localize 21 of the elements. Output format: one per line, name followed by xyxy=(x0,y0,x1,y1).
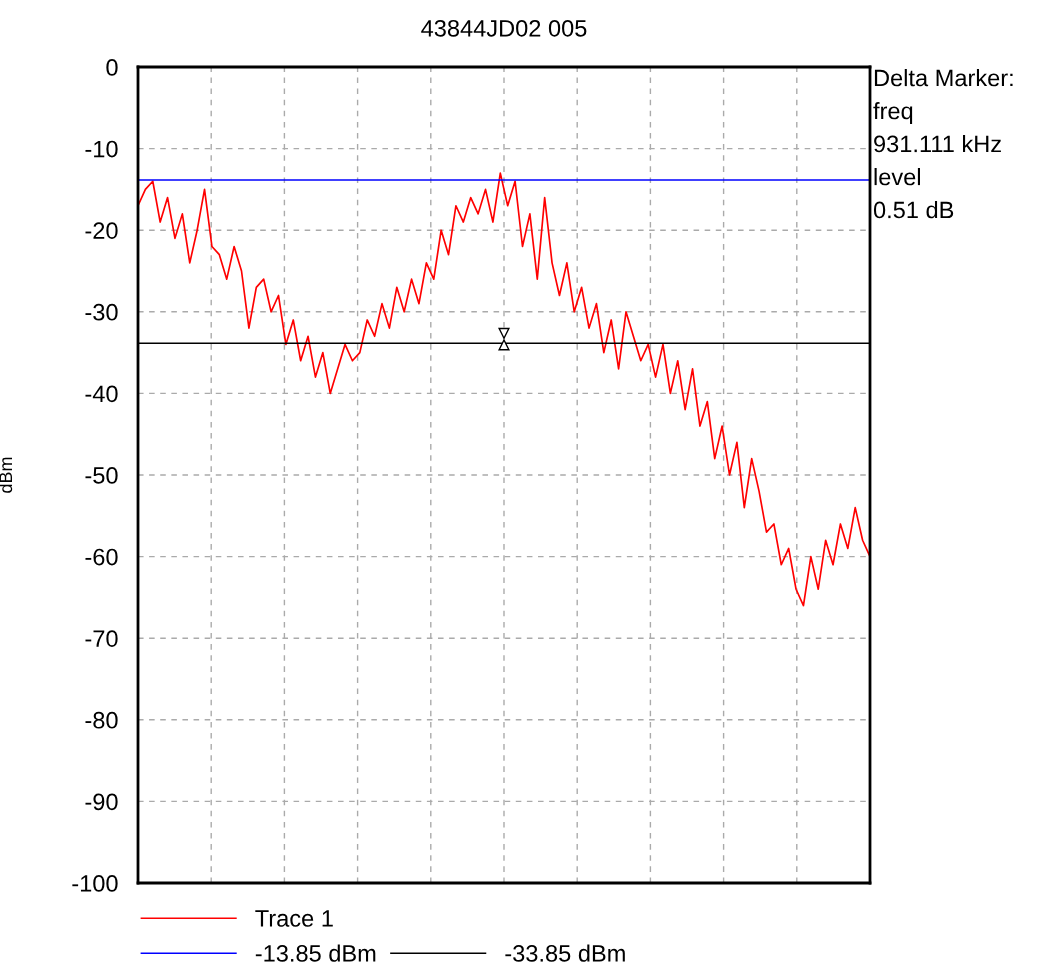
y-tick-label: -40 xyxy=(85,385,118,403)
chart-title: 43844JD02 005 xyxy=(421,19,587,37)
y-tick-label: -70 xyxy=(85,630,118,647)
legend-label: Trace 1 xyxy=(255,910,333,927)
y-tick-label: -60 xyxy=(85,548,118,566)
y-tick-label: -10 xyxy=(85,140,118,158)
text: 931.111 kHz xyxy=(874,135,1001,153)
text: level xyxy=(874,168,920,186)
legend-label: -33.85 dBm xyxy=(505,944,625,962)
text: Delta Marker: xyxy=(874,69,1013,87)
y-tick-label: -100 xyxy=(72,875,118,892)
text: 0.51 dB xyxy=(873,200,954,219)
y-tick-label: -80 xyxy=(85,711,118,729)
y-tick-label: 0 xyxy=(106,59,118,76)
y-tick-label: -90 xyxy=(85,793,118,811)
text: freq xyxy=(873,102,913,124)
legend-label: -13.85 dBm xyxy=(255,944,376,962)
y-tick-label: -20 xyxy=(85,222,118,239)
line-series xyxy=(138,172,870,607)
y-tick-label: -50 xyxy=(85,467,118,484)
y-tick-label: -30 xyxy=(85,303,118,321)
